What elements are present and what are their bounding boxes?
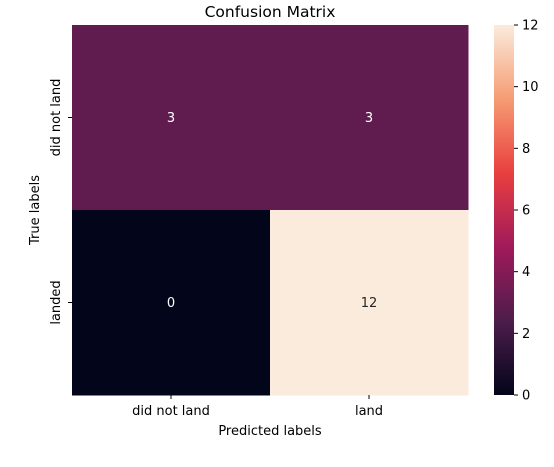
- heatmap-cells: [72, 25, 469, 396]
- chart-title: Confusion Matrix: [205, 3, 336, 21]
- colorbar: [494, 25, 514, 395]
- heatmap-cell: [270, 210, 469, 396]
- cell-annotations: 3 3 0 12: [167, 111, 377, 311]
- x-tick-label: did not land: [132, 404, 210, 419]
- colorbar-tick-label: 12: [522, 19, 539, 34]
- colorbar-tick-label: 6: [522, 204, 530, 219]
- cell-value-label: 3: [167, 111, 175, 126]
- heatmap-cell: [72, 25, 271, 211]
- x-axis-label: Predicted labels: [218, 424, 322, 439]
- cell-value-label: 12: [361, 296, 378, 311]
- colorbar-tick-label: 10: [522, 80, 539, 95]
- colorbar-ticks: 0 2 4 6 8 10 12: [514, 19, 539, 404]
- heatmap-cell: [270, 25, 469, 211]
- x-tick-label: land: [355, 404, 383, 419]
- colorbar-tick-label: 2: [522, 327, 530, 342]
- colorbar-tick-label: 4: [522, 265, 530, 280]
- heatmap-cell: [72, 210, 271, 396]
- colorbar-tick-label: 8: [522, 142, 530, 157]
- y-axis-ticks: did not land landed: [49, 79, 72, 325]
- y-tick-label: landed: [49, 280, 64, 324]
- y-axis-label: True labels: [28, 175, 43, 246]
- x-axis-ticks: did not land land: [132, 395, 383, 419]
- cell-value-label: 3: [365, 111, 373, 126]
- y-tick-label: did not land: [49, 79, 64, 157]
- colorbar-tick-label: 0: [522, 389, 530, 404]
- cell-value-label: 0: [167, 296, 175, 311]
